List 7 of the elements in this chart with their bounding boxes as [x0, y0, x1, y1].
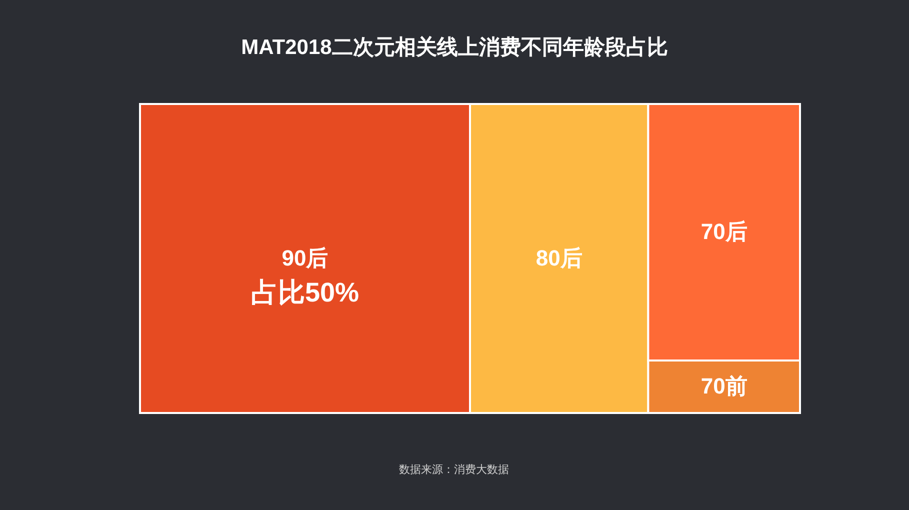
category-label: 90后	[282, 246, 328, 270]
source-note: 数据来源：消费大数据	[399, 463, 509, 476]
text: MAT2018二次元相关线上消费不同年龄段占比	[241, 35, 668, 59]
category-label: 70后	[700, 219, 748, 244]
data-label: 占比50%	[250, 278, 360, 308]
category-label: 80后	[536, 246, 582, 270]
category-label: 70前	[700, 374, 748, 399]
